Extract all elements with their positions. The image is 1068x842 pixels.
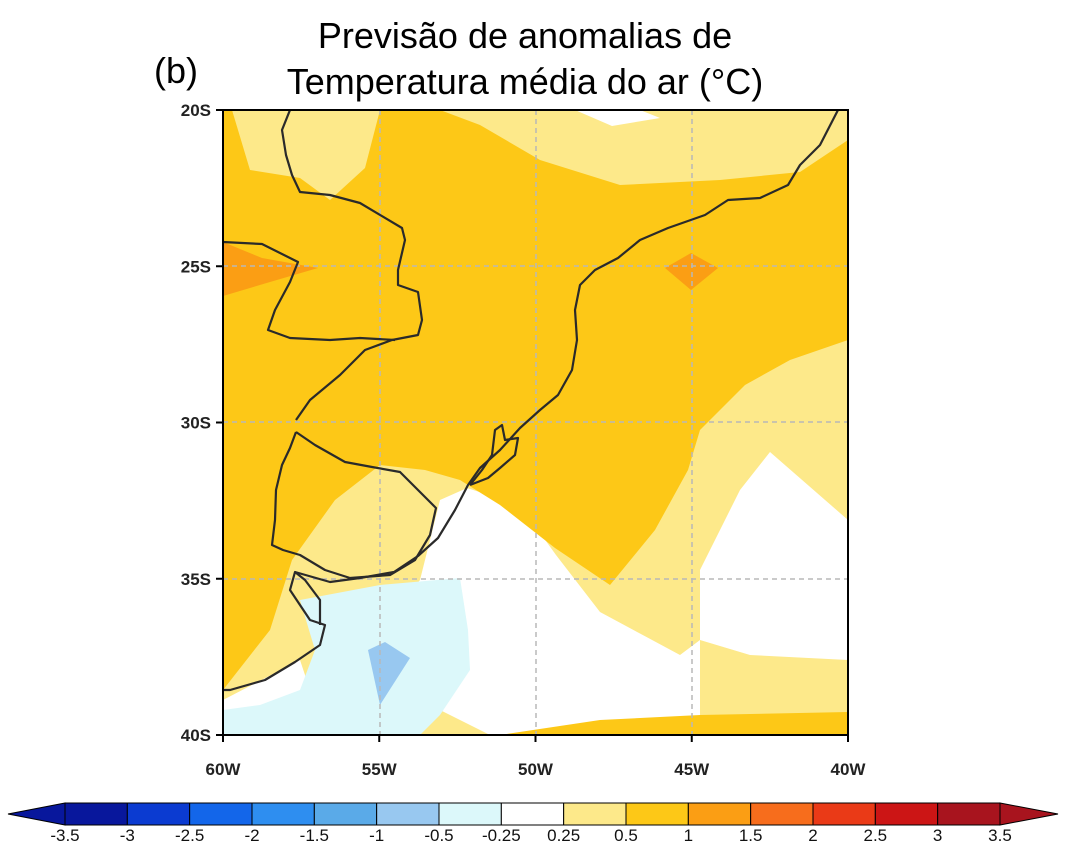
colorbar-label: -3: [120, 826, 135, 842]
patos-lagoon: [469, 423, 520, 487]
lon-tick-label: 50W: [518, 760, 554, 779]
colorbar-min-arrow: [7, 802, 66, 826]
colorbar-label: 2.5: [864, 826, 888, 842]
contour-level-neg05: [223, 578, 470, 735]
colorbar-label: -1.5: [300, 826, 329, 842]
contour-bottom-band: [500, 712, 848, 735]
colorbar-swatch: [750, 802, 814, 826]
contour-level-1-east: [665, 253, 718, 290]
colorbar-label: -0.25: [482, 826, 521, 842]
colorbar-max-arrow: [999, 802, 1059, 826]
colorbar-swatch: [874, 802, 939, 826]
colorbar-label: 1: [684, 826, 693, 842]
colorbar-swatch: [937, 802, 1001, 826]
uruguay-border: [270, 431, 438, 580]
lon-tick-label: 45W: [674, 760, 710, 779]
colorbar-swatch: [376, 802, 440, 826]
map-title-line1: Previsão de anomalias de: [317, 15, 733, 56]
rio-de-la-plata: [294, 571, 322, 625]
colorbar-swatch: [126, 802, 191, 826]
atlantic-coastline: [223, 110, 839, 692]
lat-tick-label: 40S: [181, 726, 211, 745]
lon-tick-label: 55W: [362, 760, 398, 779]
panel-label: (b): [154, 50, 198, 91]
colorbar-label: -2: [244, 826, 259, 842]
coastline-borders: [223, 110, 839, 692]
colorbar-label: -1: [369, 826, 384, 842]
colorbar-swatch: [563, 802, 627, 826]
lat-tick-label: 30S: [181, 414, 211, 433]
lat-tick-label: 25S: [181, 257, 211, 276]
colorbar-swatch: [625, 802, 689, 826]
contour-white-east: [700, 452, 848, 660]
map-title-line2: Temperatura média do ar (°C): [286, 61, 764, 102]
colorbar-swatch: [313, 802, 378, 826]
lon-tick-label: 40W: [831, 760, 867, 779]
colorbar-label: 3: [933, 826, 942, 842]
paraguay-border: [280, 110, 424, 421]
colorbar-label: -3.5: [50, 826, 79, 842]
argentina-brazil-border: [223, 240, 396, 342]
axis-ticks: 60W 55W 50W 45W 40W 20S 25S 30S 35S 40S: [181, 101, 867, 779]
colorbar-swatch: [687, 802, 752, 826]
colorbar-swatch: [64, 802, 128, 826]
colorbar-label: 2: [808, 826, 817, 842]
colorbar-label: -2.5: [175, 826, 204, 842]
colorbar-swatch: [500, 802, 565, 826]
colorbar-swatch: [438, 802, 502, 826]
colorbar-swatch: [189, 802, 253, 826]
colorbar-label: 3.5: [988, 826, 1012, 842]
colorbar-label: 0.5: [614, 826, 638, 842]
lat-tick-label: 35S: [181, 570, 211, 589]
lat-tick-label: 20S: [181, 101, 211, 120]
contour-level-1-west: [223, 242, 318, 296]
contour-white-top: [575, 110, 660, 126]
contour-level-neg1: [368, 642, 410, 705]
colorbar-label: 1.5: [739, 826, 763, 842]
colorbar-swatch: [812, 802, 876, 826]
colorbar-label: -0.5: [424, 826, 453, 842]
contour-white-sw: [223, 660, 310, 720]
colorbar-swatch: [251, 802, 315, 826]
colorbar-label: 0.25: [547, 826, 580, 842]
colorbar: -3.5 -3 -2.5 -2 -1.5 -1 -0.5 -0.25 0.25 0.5 1 1.5 2 2…: [7, 802, 1059, 842]
lon-tick-label: 60W: [206, 760, 242, 779]
